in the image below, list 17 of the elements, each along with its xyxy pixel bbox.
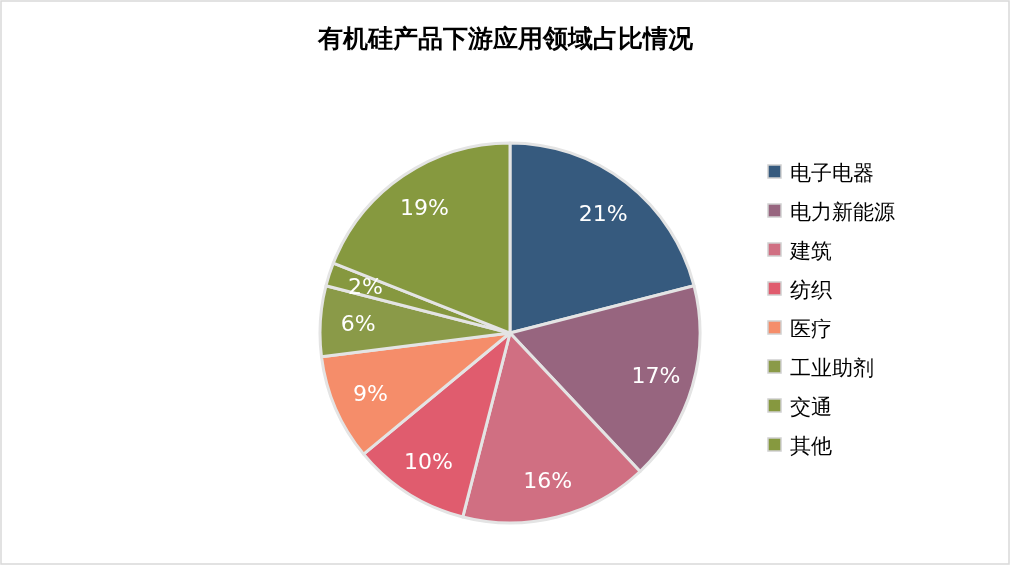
legend-label: 交通 bbox=[790, 395, 832, 419]
legend-label: 其他 bbox=[790, 434, 832, 458]
data-label: 9% bbox=[353, 381, 388, 407]
data-label: 21% bbox=[578, 200, 628, 226]
legend-label: 医疗 bbox=[790, 317, 832, 341]
data-label: 17% bbox=[631, 363, 681, 389]
data-label: 19% bbox=[400, 195, 450, 221]
data-label: 16% bbox=[523, 468, 573, 494]
data-label: 2% bbox=[347, 274, 383, 300]
data-label: 6% bbox=[340, 311, 376, 337]
legend-label: 工业助剂 bbox=[790, 356, 874, 380]
legend-label: 电力新能源 bbox=[790, 200, 895, 224]
data-label: 10% bbox=[404, 449, 454, 475]
legend-label: 纺织 bbox=[790, 278, 832, 302]
legend-label: 建筑 bbox=[789, 239, 832, 263]
chart-title: 有机硅产品下游应用领域占比情况 bbox=[316, 24, 694, 53]
legend-label: 电子电器 bbox=[790, 161, 874, 185]
